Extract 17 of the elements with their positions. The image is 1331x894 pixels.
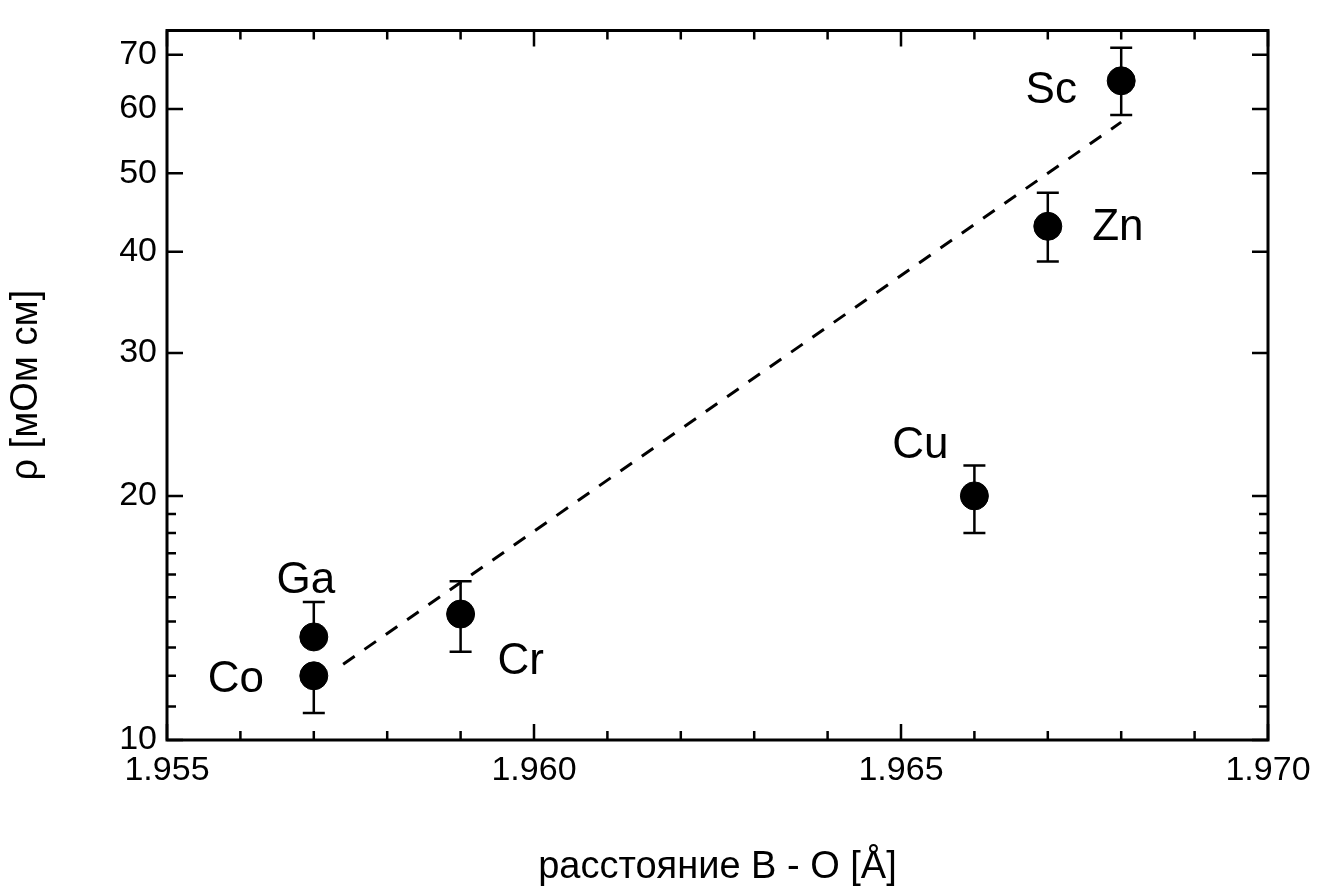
x-axis-title: расстояние B - O [Å] — [538, 842, 897, 886]
annotation: Cu — [892, 418, 949, 468]
y-axis-title: ρ [мОм см] — [3, 289, 46, 481]
annotation: Zn — [1092, 200, 1144, 250]
y-tick-label: 30 — [119, 331, 157, 370]
annotation: Ga — [276, 553, 336, 603]
annotation: Sc — [1025, 62, 1077, 112]
y-tick-label: 20 — [119, 474, 157, 513]
y-tick-label: 60 — [119, 87, 157, 126]
y-tick-label: 40 — [119, 230, 157, 269]
y-tick-label: 70 — [119, 33, 157, 72]
y-tick-label: 50 — [119, 151, 157, 190]
x-tick-label: 1.960 — [491, 748, 577, 787]
annotation: Co — [207, 651, 264, 701]
x-tick-label: 1.965 — [858, 748, 944, 787]
x-tick-label: 1.970 — [1225, 748, 1311, 787]
annotation: Cr — [497, 634, 544, 684]
